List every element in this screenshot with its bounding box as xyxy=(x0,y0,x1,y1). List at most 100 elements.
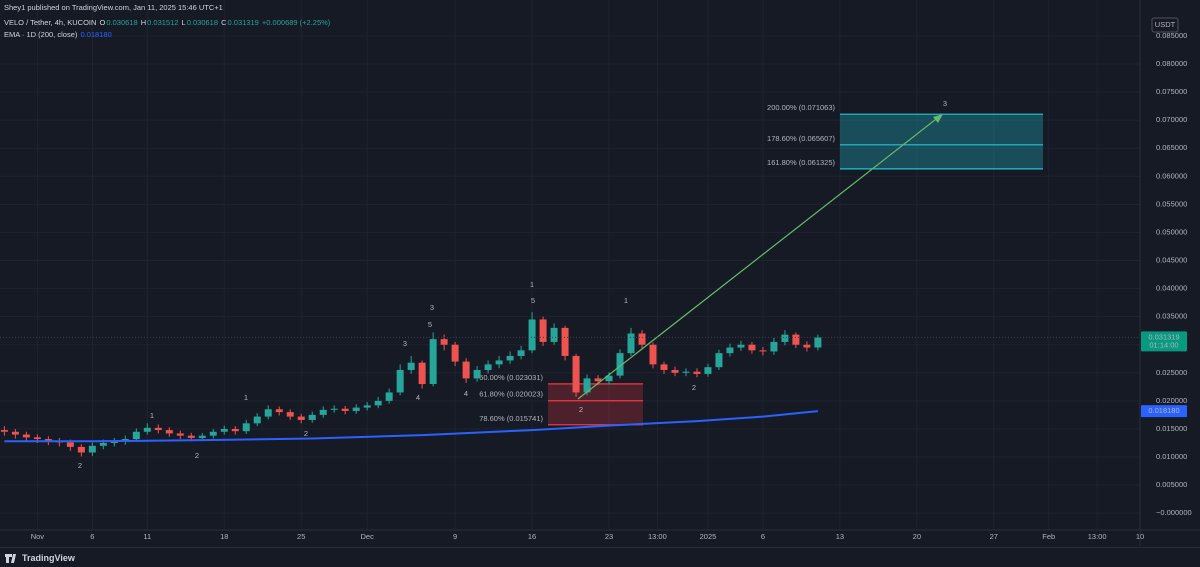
y-tick-label: 0.015000 xyxy=(1156,424,1187,433)
ohlc-value: 0.031512 xyxy=(147,18,179,27)
fib-zone xyxy=(548,383,643,425)
ema-line xyxy=(4,410,818,443)
x-tick-label: 16 xyxy=(528,532,536,541)
y-tick-label: 0.045000 xyxy=(1156,255,1187,264)
candle-body xyxy=(165,430,173,434)
candle-body xyxy=(616,353,624,376)
y-tick-label: 0.005000 xyxy=(1156,480,1187,489)
ema-tag xyxy=(1141,405,1187,418)
x-tick-label: 23 xyxy=(605,532,613,541)
y-tick-label: 0.065000 xyxy=(1156,143,1187,152)
candle-body xyxy=(781,334,789,342)
x-tick-label: 13:00 xyxy=(1088,532,1107,541)
candle-body xyxy=(66,442,74,447)
candle-body xyxy=(242,423,250,432)
y-tick-label: 0.080000 xyxy=(1156,59,1187,68)
candle-body xyxy=(44,439,52,442)
y-tick-label: 0.055000 xyxy=(1156,199,1187,208)
candle-body xyxy=(803,344,811,348)
change: +0.000689 (+2.25%) xyxy=(261,18,331,27)
candle-body xyxy=(484,364,492,370)
chart: −0.000000 0.005000 0.010000 0.015000 0.02000… xyxy=(0,0,1200,546)
plot-bg xyxy=(0,0,1200,546)
ohlc-value: 0.030618 xyxy=(106,18,138,27)
ema-line: EMA · 1D (200, close) 0.018180 xyxy=(4,30,113,39)
wave-label: 5 xyxy=(531,296,535,305)
wave-label: 3 xyxy=(430,303,434,312)
candle-body xyxy=(154,427,162,431)
ohlc-key: O xyxy=(99,18,106,27)
candle-body xyxy=(715,353,723,368)
currency: USDT xyxy=(1155,20,1176,29)
candle-body xyxy=(22,434,30,438)
x-tick-label: 25 xyxy=(297,532,305,541)
wave-label: 3 xyxy=(403,339,407,348)
candle-body xyxy=(209,431,217,436)
projection-arrow xyxy=(577,115,941,400)
last-price-tag xyxy=(1141,331,1187,352)
candle-body xyxy=(220,428,228,432)
candle-body xyxy=(451,344,459,362)
wave-label: 2 xyxy=(579,405,583,414)
wave-label: 3 xyxy=(943,99,947,108)
candle-body xyxy=(286,412,294,417)
x-tick-label: Nov xyxy=(31,532,45,541)
candle-body xyxy=(264,409,272,417)
candle-body xyxy=(495,360,503,365)
y-tick-label: 0.060000 xyxy=(1156,171,1187,180)
candle-body xyxy=(473,369,481,379)
candle-body xyxy=(693,371,701,374)
wave-label: 1 xyxy=(150,411,154,420)
wave-label: 2 xyxy=(78,461,82,470)
candle-body xyxy=(550,327,558,342)
candle-body xyxy=(506,355,514,361)
candle-body xyxy=(385,392,393,401)
ohlc-line: VELO / Tether, 4h, KUCOIN O0.030618 H0.0… xyxy=(4,18,331,27)
fib-label: 78.60% (0.015741) xyxy=(479,414,543,423)
wave-label: 4 xyxy=(464,389,468,398)
candle-body xyxy=(187,435,195,438)
x-tick-label: 18 xyxy=(220,532,228,541)
candle-body xyxy=(572,355,580,393)
wave-label: 2 xyxy=(195,451,199,460)
candle-body xyxy=(198,435,206,438)
candle-body xyxy=(605,375,613,382)
x-tick-label: 20 xyxy=(913,532,921,541)
wave-label: 1 xyxy=(244,393,248,402)
wave-label: 2 xyxy=(692,383,696,392)
fib-label: 61.80% (0.020023) xyxy=(479,390,543,399)
x-tick-label: 11 xyxy=(143,532,151,541)
y-tick-label: 0.010000 xyxy=(1156,452,1187,461)
fib-label: 178.60% (0.065607) xyxy=(767,134,835,143)
candle-body xyxy=(330,408,338,410)
currency-box xyxy=(1151,17,1179,33)
x-tick-label: 2025 xyxy=(700,532,717,541)
footer: TradingView xyxy=(0,547,1200,567)
x-tick-label: Dec xyxy=(361,532,375,541)
candle-body xyxy=(704,367,712,374)
logo xyxy=(5,554,16,563)
candle-body xyxy=(726,347,734,354)
wave-label: 5 xyxy=(428,320,432,329)
candle-body xyxy=(396,369,404,393)
y-tick-label: 0.085000 xyxy=(1156,31,1187,40)
candle-body xyxy=(132,431,140,440)
candle-body xyxy=(561,327,569,356)
x-tick-label: 6 xyxy=(90,532,94,541)
y-tick-label: 0.025000 xyxy=(1156,368,1187,377)
candle-body xyxy=(440,339,448,345)
candle-body xyxy=(352,407,360,411)
ohlc-key: L xyxy=(181,18,186,27)
x-tick-label: Feb xyxy=(1042,532,1055,541)
candle-body xyxy=(682,371,690,373)
y-tick-label: 0.070000 xyxy=(1156,115,1187,124)
candle-body xyxy=(649,344,657,365)
brand: TradingView xyxy=(22,553,75,563)
candle-body xyxy=(275,409,283,413)
candle-body xyxy=(462,361,470,379)
ohlc-key: H xyxy=(140,18,147,27)
ema-name: EMA · 1D (200, close) xyxy=(4,30,78,39)
fib-label: 200.00% (0.071063) xyxy=(767,103,835,112)
ema-tag-label: 0.018180 xyxy=(1148,406,1179,415)
